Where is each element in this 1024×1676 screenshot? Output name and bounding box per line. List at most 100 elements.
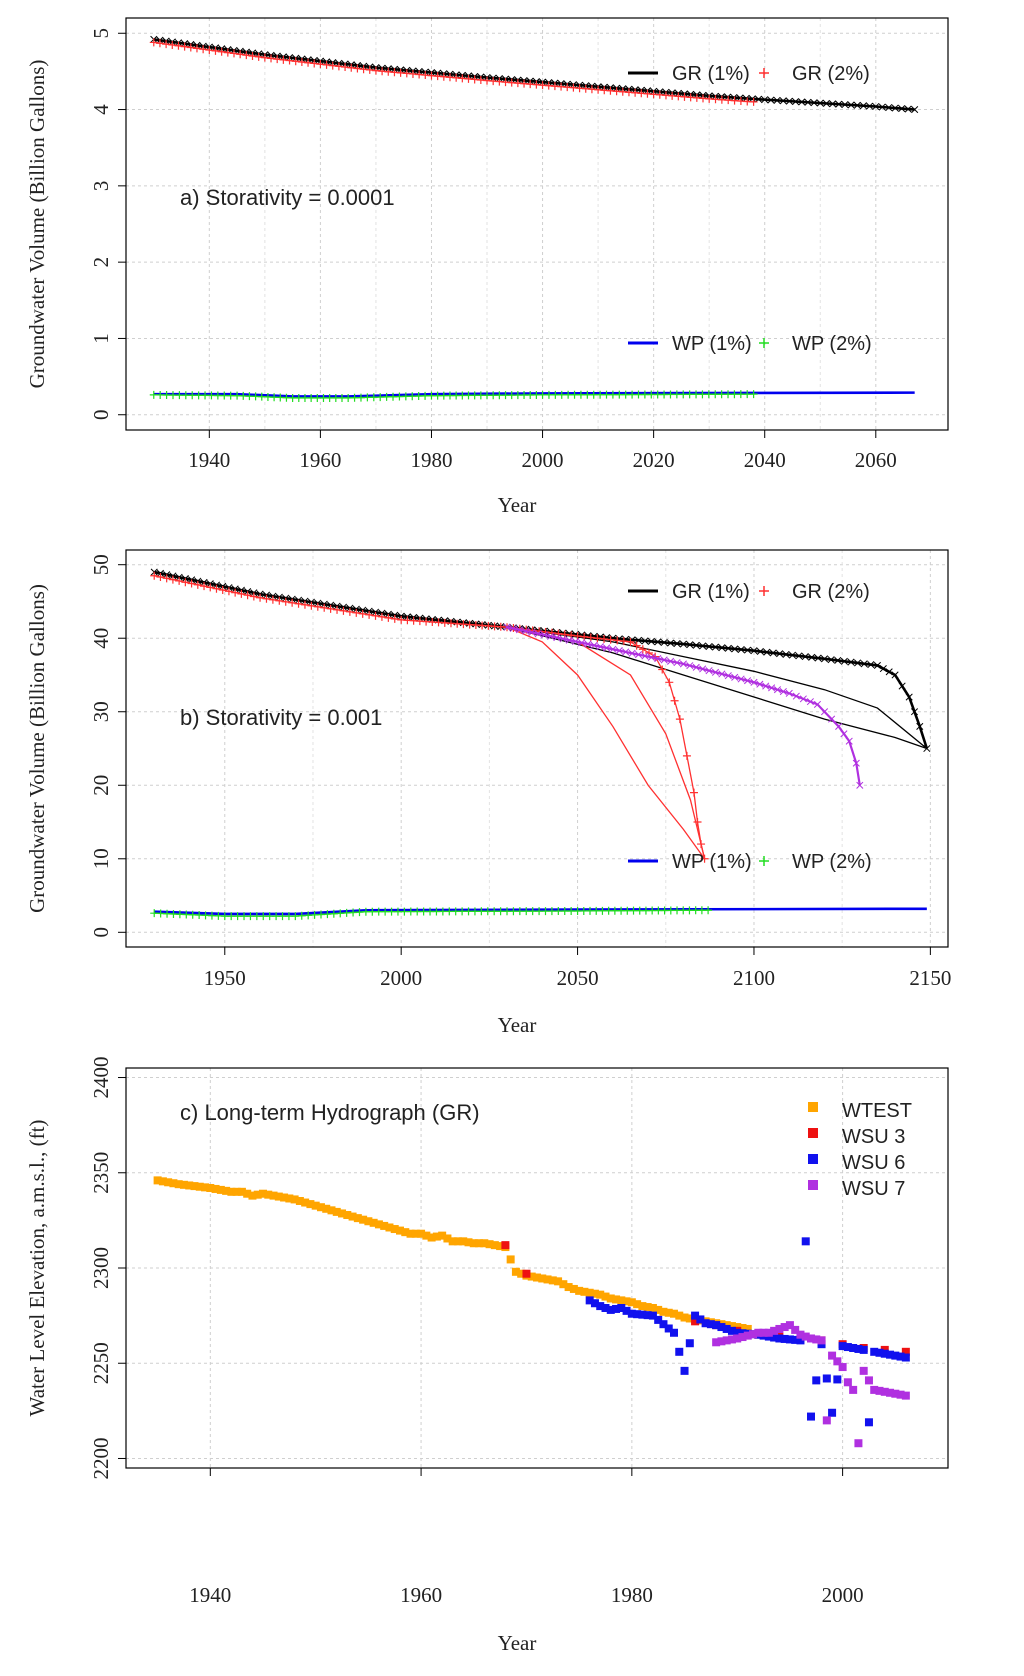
series-point	[686, 662, 694, 670]
series-point	[788, 651, 797, 659]
series-point	[705, 667, 713, 675]
series-point	[327, 1206, 336, 1215]
x-axis-label: Year	[498, 1631, 537, 1655]
plot-area	[150, 568, 931, 921]
series-point	[633, 1310, 642, 1319]
plot-area	[153, 1176, 910, 1448]
series-point	[634, 651, 643, 659]
series-wsu-3	[501, 1241, 910, 1356]
series-point	[269, 1191, 278, 1200]
series-point	[675, 1311, 684, 1320]
series-point	[427, 1233, 436, 1242]
y-tick-label: 2	[89, 257, 113, 268]
series-point	[260, 53, 269, 62]
legend-swatch	[808, 1180, 818, 1190]
series-point	[849, 1385, 858, 1394]
series-wsu-7	[712, 1321, 910, 1448]
series-point	[769, 649, 777, 657]
series-point	[812, 1376, 821, 1385]
series-point	[617, 1304, 626, 1312]
series-point	[838, 1342, 847, 1351]
series-point	[155, 39, 164, 48]
series-point	[822, 99, 830, 108]
series-point	[779, 97, 787, 105]
series-point	[377, 612, 386, 621]
series-point	[164, 1178, 173, 1187]
series-point	[248, 1191, 257, 1200]
series-point	[743, 1331, 752, 1340]
x-tick-label: 2060	[855, 448, 897, 472]
series-point	[596, 643, 604, 651]
legend-swatch-plus	[759, 68, 769, 78]
panel-b: 1950 2000 2050 2100 2150 0 10 20 30 40 50 Year Groun…	[25, 549, 951, 1037]
series-point	[843, 1378, 852, 1387]
series-point	[680, 1366, 689, 1375]
series-point	[548, 1276, 557, 1285]
series-point	[612, 1304, 621, 1313]
series-point	[796, 1330, 805, 1339]
series-point	[374, 1220, 383, 1229]
series-point	[754, 1328, 763, 1337]
series-point	[264, 1190, 273, 1199]
legend-swatch	[808, 1154, 818, 1164]
series-point	[384, 613, 393, 622]
series-point	[565, 636, 573, 644]
series-point	[717, 1323, 726, 1332]
series-point	[817, 1336, 826, 1345]
series-point	[867, 661, 875, 669]
series-point	[749, 97, 758, 106]
series-point	[807, 1334, 815, 1343]
series-point	[438, 1231, 447, 1240]
y-tick-label: 2300	[89, 1247, 113, 1289]
series-point	[543, 1275, 552, 1284]
series-point	[322, 1204, 331, 1213]
series-point	[612, 1295, 621, 1304]
series-point	[705, 642, 713, 651]
plot-frame	[125, 549, 949, 948]
series-gr-1-scenario-a	[506, 626, 928, 750]
x-tick-label: 1950	[204, 966, 246, 990]
series-point	[279, 55, 288, 64]
series-point	[853, 101, 861, 109]
series-point	[190, 1182, 199, 1191]
series-point	[267, 54, 276, 63]
legend-swatch-plus	[759, 856, 769, 866]
series-point	[885, 103, 893, 112]
series-point	[904, 105, 912, 113]
series-point	[833, 1375, 842, 1384]
series-point	[348, 1212, 357, 1221]
series-point	[334, 62, 343, 71]
series-point	[654, 1315, 663, 1324]
x-tick-label: 1980	[410, 448, 452, 472]
series-point	[347, 63, 356, 72]
series-point	[301, 1198, 310, 1207]
series-point	[717, 1337, 726, 1346]
series-point	[300, 600, 309, 609]
series-point	[609, 645, 617, 653]
series-point	[291, 57, 300, 66]
series-point	[304, 58, 313, 67]
legend-label: WSU 6	[842, 1152, 905, 1174]
series-point	[727, 1322, 736, 1331]
series-point	[643, 1311, 652, 1320]
series-point	[749, 1330, 758, 1339]
series-point	[872, 102, 880, 111]
series-point	[459, 1237, 468, 1246]
series-point	[522, 1269, 531, 1278]
y-axis-label: Groundwater Volume (Billion Gallons)	[25, 60, 49, 389]
series-point	[822, 1374, 831, 1383]
series-point	[658, 665, 667, 674]
series-point	[285, 56, 294, 65]
series-point	[648, 1304, 657, 1312]
series-point	[453, 1237, 462, 1246]
series-point	[295, 1196, 304, 1205]
series-point	[538, 1274, 547, 1283]
series-point	[654, 1305, 663, 1314]
series-point	[237, 1187, 246, 1196]
series-point	[585, 1296, 594, 1305]
series-point	[864, 1418, 873, 1427]
series-line	[154, 907, 927, 916]
series-point	[779, 687, 787, 696]
legend-swatch-plus	[759, 586, 769, 596]
series-point	[859, 102, 868, 110]
